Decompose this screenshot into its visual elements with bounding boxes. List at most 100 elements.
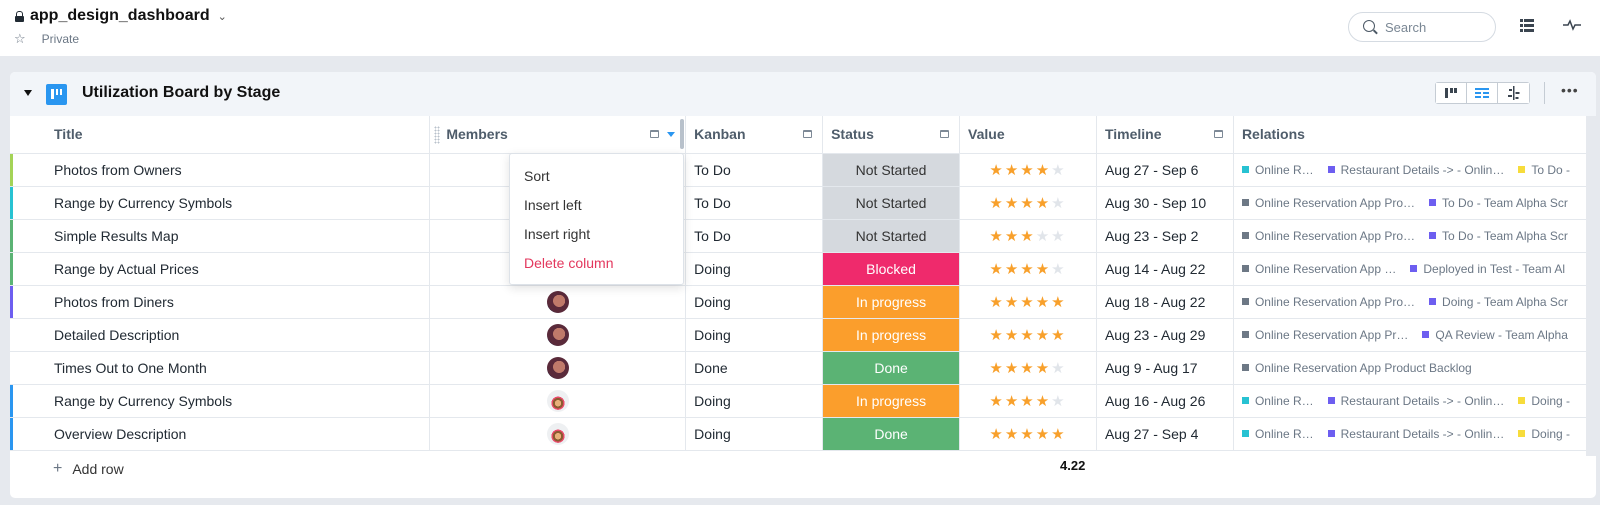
cell-rating[interactable]: ★★★★★ — [959, 417, 1097, 451]
status-badge[interactable]: Done — [822, 417, 961, 451]
star-icon[interactable]: ★ — [1051, 392, 1067, 410]
cell-members[interactable] — [429, 351, 687, 385]
relation-chip[interactable]: Deployed in Test - Team Al — [1410, 262, 1565, 276]
cell-relations[interactable]: Online R… Restaurant Details -> - Onlin… D… — [1233, 384, 1596, 418]
star-icon[interactable]: ★ — [1004, 194, 1021, 212]
relation-chip[interactable]: To Do - — [1518, 163, 1570, 177]
star-icon[interactable]: ★ — [989, 392, 1005, 410]
star-icon[interactable]: ★ — [1035, 425, 1052, 443]
star-icon[interactable]: ☆ — [14, 31, 26, 46]
list-icon[interactable] — [1520, 19, 1534, 32]
cell-title[interactable]: Times Out to One Month — [10, 351, 431, 385]
cell-timeline[interactable]: Aug 16 - Aug 26 — [1096, 384, 1234, 418]
column-menu-caret-icon[interactable] — [667, 132, 676, 137]
star-icon[interactable]: ★ — [1020, 392, 1036, 410]
status-badge[interactable]: Not Started — [822, 153, 961, 187]
cell-timeline[interactable]: Aug 27 - Sep 6 — [1096, 153, 1234, 187]
table-row[interactable]: Photos from Owners To Do Not Started ★★★★★ A… — [10, 153, 1596, 187]
cell-members[interactable] — [429, 417, 687, 451]
column-header-value[interactable]: Value — [959, 116, 1097, 154]
menu-item-insert-left[interactable]: Insert left — [524, 197, 582, 213]
cell-rating[interactable]: ★★★★★ — [959, 384, 1097, 418]
column-header-relations[interactable]: Relations — [1233, 116, 1596, 154]
star-icon[interactable]: ★ — [1004, 260, 1021, 278]
star-icon[interactable]: ★ — [1035, 194, 1052, 212]
cell-relations[interactable]: Online Reservation App Pr… QA Review - Te… — [1233, 318, 1596, 352]
star-icon[interactable]: ★ — [1004, 359, 1021, 377]
cell-title[interactable]: Photos from Diners — [10, 285, 431, 319]
cell-title[interactable]: Photos from Owners — [10, 153, 431, 187]
cell-timeline[interactable]: Aug 30 - Sep 10 — [1096, 186, 1234, 220]
star-icon[interactable]: ★ — [989, 293, 1005, 311]
cell-kanban[interactable]: Doing — [685, 285, 824, 319]
star-icon[interactable]: ★ — [1004, 161, 1021, 179]
cell-kanban[interactable]: Done — [685, 351, 824, 385]
cell-title[interactable]: Simple Results Map — [10, 219, 431, 253]
relation-chip[interactable]: Doing - Team Alpha Scr — [1429, 295, 1568, 309]
star-icon[interactable]: ★ — [1004, 326, 1021, 344]
star-icon[interactable]: ★ — [989, 326, 1005, 344]
cell-kanban[interactable]: Doing — [685, 252, 824, 286]
star-icon[interactable]: ★ — [1020, 293, 1036, 311]
star-icon[interactable]: ★ — [1020, 260, 1036, 278]
status-badge[interactable]: Not Started — [822, 186, 961, 220]
cell-kanban[interactable]: Doing — [685, 417, 824, 451]
cell-members[interactable] — [429, 318, 687, 352]
table-row[interactable]: Times Out to One Month Done Done ★★★★★ Aug 9… — [10, 351, 1596, 385]
star-icon[interactable]: ★ — [1035, 227, 1052, 245]
relation-chip[interactable]: Doing - — [1518, 427, 1570, 441]
table-row[interactable]: Photos from Diners Doing In progress ★★★★★ A… — [10, 285, 1596, 319]
star-icon[interactable]: ★ — [1035, 161, 1052, 179]
cell-rating[interactable]: ★★★★★ — [959, 186, 1097, 220]
activity-icon[interactable] — [1562, 17, 1582, 33]
cell-relations[interactable]: Online Reservation App … Deployed in Test… — [1233, 252, 1596, 286]
star-icon[interactable]: ★ — [1004, 392, 1021, 410]
cell-members[interactable] — [429, 285, 687, 319]
star-icon[interactable]: ★ — [1035, 326, 1052, 344]
chevron-down-icon[interactable]: ⌄ — [217, 10, 227, 23]
relation-chip[interactable]: Online Reservation App Pr… — [1241, 328, 1408, 342]
avatar[interactable] — [546, 422, 569, 445]
add-row-button[interactable]: + Add row — [53, 460, 124, 478]
cell-kanban[interactable]: Doing — [685, 318, 824, 352]
relation-chip[interactable]: Restaurant Details -> - Onlin… — [1327, 163, 1504, 177]
star-icon[interactable]: ★ — [1004, 293, 1021, 311]
cell-rating[interactable]: ★★★★★ — [959, 318, 1097, 352]
drag-handle-icon[interactable] — [434, 126, 441, 144]
star-icon[interactable]: ★ — [989, 194, 1005, 212]
star-icon[interactable]: ★ — [1035, 392, 1052, 410]
star-icon[interactable]: ★ — [1020, 194, 1036, 212]
star-icon[interactable]: ★ — [1051, 359, 1067, 377]
relation-chip[interactable]: Online R… — [1241, 163, 1314, 177]
table-row[interactable]: Overview Description Doing Done ★★★★★ Aug 27… — [10, 417, 1596, 451]
cell-kanban[interactable]: To Do — [685, 186, 824, 220]
more-options-icon[interactable]: ••• — [1561, 82, 1579, 98]
cell-title[interactable]: Detailed Description — [10, 318, 431, 352]
column-header-timeline[interactable]: Timeline — [1096, 116, 1234, 154]
relation-chip[interactable]: Online R… — [1241, 394, 1314, 408]
cell-members[interactable] — [429, 384, 687, 418]
star-icon[interactable]: ★ — [1035, 260, 1052, 278]
relation-chip[interactable]: Online Reservation App Product Backlog — [1241, 361, 1472, 375]
column-header-kanban[interactable]: Kanban — [685, 116, 824, 154]
star-icon[interactable]: ★ — [1035, 359, 1052, 377]
cell-title[interactable]: Range by Currency Symbols — [10, 384, 431, 418]
cell-relations[interactable]: Online Reservation App Pro… To Do - Team … — [1233, 219, 1596, 253]
table-row[interactable]: Range by Actual Prices Doing Blocked ★★★★★ A… — [10, 252, 1596, 286]
star-icon[interactable]: ★ — [989, 161, 1005, 179]
cell-rating[interactable]: ★★★★★ — [959, 285, 1097, 319]
cell-timeline[interactable]: Aug 27 - Sep 4 — [1096, 417, 1234, 451]
cell-rating[interactable]: ★★★★★ — [959, 153, 1097, 187]
status-badge[interactable]: Blocked — [822, 252, 961, 286]
relation-chip[interactable]: Online Reservation App … — [1241, 262, 1396, 276]
column-header-title[interactable]: Title — [10, 116, 431, 154]
star-icon[interactable]: ★ — [1051, 194, 1067, 212]
table-row[interactable]: Simple Results Map To Do Not Started ★★★★★ A… — [10, 219, 1596, 253]
relation-chip[interactable]: Doing - — [1518, 394, 1570, 408]
cell-title[interactable]: Overview Description — [10, 417, 431, 451]
relation-chip[interactable]: Online Reservation App Pro… — [1241, 196, 1415, 210]
cell-timeline[interactable]: Aug 14 - Aug 22 — [1096, 252, 1234, 286]
star-icon[interactable]: ★ — [989, 359, 1005, 377]
column-resize-handle[interactable] — [680, 119, 685, 149]
avatar[interactable] — [546, 323, 569, 346]
